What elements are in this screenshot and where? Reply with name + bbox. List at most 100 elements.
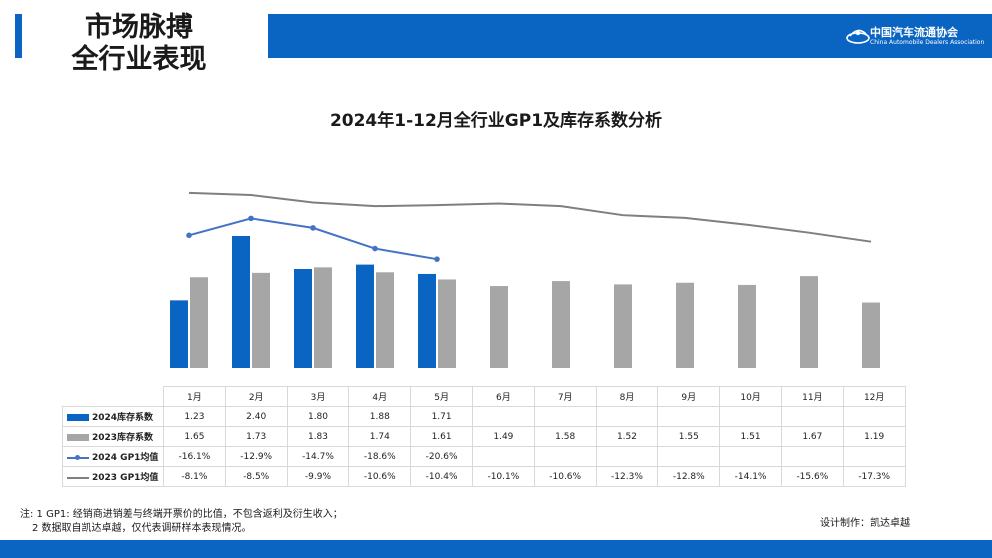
data-label xyxy=(471,406,535,427)
month-header: 7月 xyxy=(533,386,597,407)
month-header: 9月 xyxy=(657,386,721,407)
data-label xyxy=(719,406,782,427)
footnote-line2: 2 数据取自凯达卓越，仅代表调研样本表现情况。 xyxy=(32,523,252,534)
data-label: 1.23 xyxy=(163,406,226,427)
data-label: -10.4% xyxy=(410,466,473,487)
bar-2023-inventory xyxy=(862,302,880,368)
series-label-cell: 2024 GP1均值 xyxy=(62,446,164,467)
data-label: 1.71 xyxy=(410,406,473,427)
data-label: 1.83 xyxy=(286,426,350,447)
table-row-inventory-2023: 2023库存系数 1.65 1.73 1.83 1.74 1.61 1.49 1… xyxy=(62,426,906,447)
page-title-line1: 市场脉搏 xyxy=(85,12,193,43)
bar-2024-inventory xyxy=(170,300,188,368)
series-name: 2024 GP1均值 xyxy=(92,453,159,463)
data-label: 1.67 xyxy=(780,426,844,447)
series-label-cell: 2023 GP1均值 xyxy=(62,466,164,487)
data-label: -8.1% xyxy=(163,466,226,487)
data-label: 1.80 xyxy=(286,406,350,427)
data-label xyxy=(842,446,906,467)
data-label xyxy=(780,446,844,467)
month-header: 5月 xyxy=(410,386,473,407)
line-2023-gp1 xyxy=(188,191,872,243)
table-row-gp1-2024: 2024 GP1均值 -16.1% -12.9% -14.7% -18.6% -… xyxy=(62,446,906,467)
line-2024-gp1 xyxy=(188,217,438,261)
bar-2023-inventory xyxy=(676,282,694,368)
month-header: 1月 xyxy=(163,386,226,407)
data-label: 1.55 xyxy=(657,426,721,447)
bar-2023-inventory xyxy=(438,279,456,368)
data-label xyxy=(595,446,659,467)
data-label: 1.52 xyxy=(595,426,659,447)
data-label: 1.58 xyxy=(533,426,597,447)
data-label: -16.1% xyxy=(163,446,226,467)
month-header: 10月 xyxy=(719,386,782,407)
line-2024-gp1-point xyxy=(248,215,254,222)
page-title-line2: 全行业表现 xyxy=(71,44,207,75)
bar-2024-inventory xyxy=(294,269,312,368)
bar-2024-inventory xyxy=(232,236,250,368)
bar-2023-inventory xyxy=(490,286,508,368)
data-label: 1.61 xyxy=(410,426,473,447)
legend-swatch-bar-2023 xyxy=(67,434,89,441)
bar-2024-inventory xyxy=(418,273,436,368)
design-credit: 设计制作：凯达卓越 xyxy=(820,518,910,529)
series-name: 2023 GP1均值 xyxy=(92,473,159,483)
month-header: 2月 xyxy=(224,386,288,407)
data-label: -12.8% xyxy=(657,466,721,487)
bar-2023-inventory xyxy=(252,272,270,368)
data-label: -10.6% xyxy=(533,466,597,487)
table-row-inventory-2024: 2024库存系数 1.23 2.40 1.80 1.88 1.71 xyxy=(62,406,906,427)
table-corner-cell xyxy=(62,386,164,407)
line-2024-gp1-point xyxy=(434,256,440,262)
month-header: 3月 xyxy=(286,386,350,407)
bar-2023-inventory xyxy=(376,272,394,368)
logo-name-en: China Automobile Dealers Association xyxy=(870,39,985,46)
data-label xyxy=(780,406,844,427)
bar-2023-inventory xyxy=(552,281,570,368)
data-label xyxy=(595,406,659,427)
series-label-cell: 2023库存系数 xyxy=(62,426,164,447)
data-label: 1.51 xyxy=(719,426,782,447)
series-name: 2023库存系数 xyxy=(92,433,154,443)
data-label: -12.3% xyxy=(595,466,659,487)
legend-swatch-bar-2024 xyxy=(67,414,89,421)
month-header: 8月 xyxy=(595,386,659,407)
data-label: -14.7% xyxy=(286,446,350,467)
line-2024-gp1-point xyxy=(310,225,316,231)
data-label: -20.6% xyxy=(410,446,473,467)
data-label: -12.9% xyxy=(224,446,288,467)
data-label xyxy=(471,446,535,467)
data-label: -15.6% xyxy=(780,466,844,487)
month-header: 12月 xyxy=(842,386,906,407)
data-label: 1.65 xyxy=(163,426,226,447)
line-2024-gp1-point xyxy=(372,245,378,252)
bar-2023-inventory xyxy=(614,284,632,368)
page-title: 市场脉搏 全行业表现 xyxy=(34,12,244,76)
data-label xyxy=(657,406,721,427)
data-label: -18.6% xyxy=(348,446,412,467)
footnote: 注: 1 GP1: 经销商进销差与终端开票价的比值，不包含返利及衍生收入； 2 … xyxy=(20,508,343,536)
line-2024-gp1-point xyxy=(186,232,192,239)
data-label: -14.1% xyxy=(719,466,782,487)
chart-data-table: 1月 2月 3月 4月 5月 6月 7月 8月 9月 10月 11月 12月 2… xyxy=(62,386,906,487)
data-label: -10.1% xyxy=(471,466,535,487)
table-header-row: 1月 2月 3月 4月 5月 6月 7月 8月 9月 10月 11月 12月 xyxy=(62,386,906,407)
series-label-cell: 2024库存系数 xyxy=(62,406,164,427)
data-label: -10.6% xyxy=(348,466,412,487)
bar-2023-inventory xyxy=(738,284,756,368)
data-label xyxy=(657,446,721,467)
data-label: 1.88 xyxy=(348,406,412,427)
data-label: 1.74 xyxy=(348,426,412,447)
table-row-gp1-2023: 2023 GP1均值 -8.1% -8.5% -9.9% -10.6% -10.… xyxy=(62,466,906,487)
logo-mark-icon xyxy=(846,29,870,44)
data-label: 2.40 xyxy=(224,406,288,427)
data-label: 1.73 xyxy=(224,426,288,447)
chart-plot-area xyxy=(170,191,880,368)
association-logo: 中国汽车流通协会 China Automobile Dealers Associ… xyxy=(846,22,986,52)
bar-2023-inventory xyxy=(190,277,208,368)
header-accent-bar xyxy=(15,14,22,58)
month-header: 11月 xyxy=(780,386,844,407)
bar-2023-inventory xyxy=(800,276,818,368)
data-label xyxy=(533,406,597,427)
data-label xyxy=(842,406,906,427)
